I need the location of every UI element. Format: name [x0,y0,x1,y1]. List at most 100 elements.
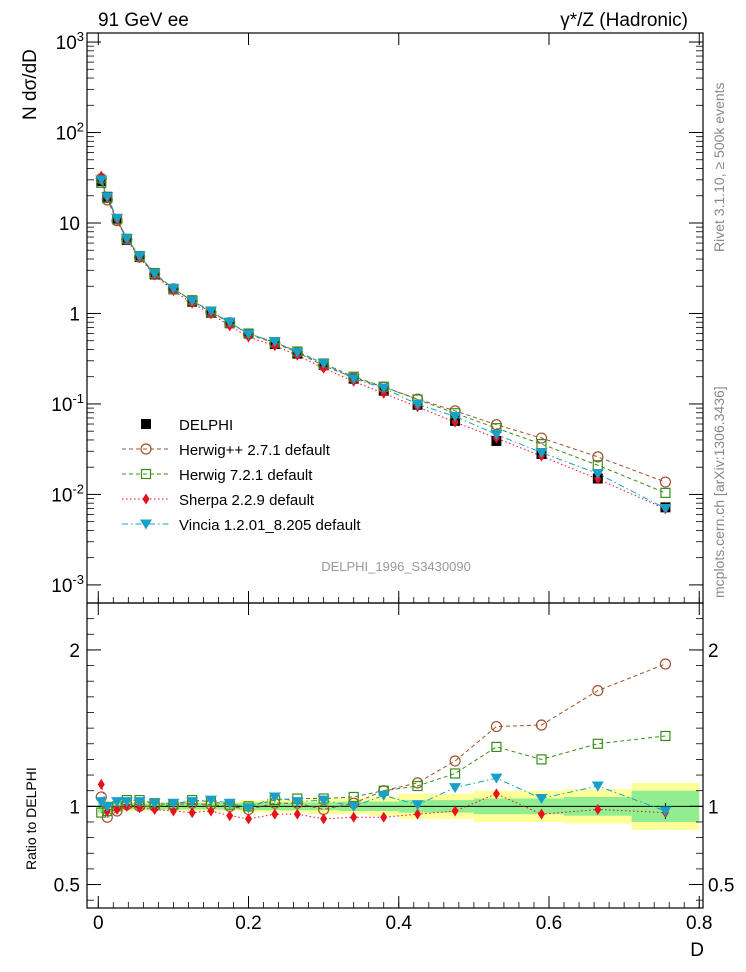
sherpa-2-2-9-default-ratio-point [207,805,215,817]
vincia-1-2-01-8-205-default-ratio-point [377,790,390,801]
sherpa-2-2-9-default-ratio-point [188,807,196,819]
vincia-1-2-01-8-205-default-ratio-point [449,783,462,794]
vincia-1-2-01-8-205-default-point [242,329,255,340]
sherpa-2-2-9-default-ratio-point [414,808,422,820]
legend-label: Herwig 7.2.1 default [179,467,313,484]
herwig-7-2-1-default-point [536,438,547,450]
herwig-7-2-1-default-ratio-point [536,754,547,765]
herwig-7-2-1-default-ratio-point [449,768,461,779]
analysis-watermark: DELPHI_1996_S3430090 [321,559,471,574]
y-tick-label: 10 [59,214,80,235]
ratio-plot: 0 0.2 0.4 0.6 0.8 0.5 0.5 1 1 2 2 [54,603,734,934]
vincia-1-2-01-8-205-default-point [101,192,114,203]
vincia-1-2-01-8-205-default-point [591,469,604,480]
y-tick-label: 102 [56,120,84,145]
y-tick-label-right: 1 [708,797,719,818]
vincia-1-2-01-8-205-default-point [133,251,146,262]
y-tick-label: 10-2 [51,481,84,506]
herwig-7-2-1-default-ratio-point [412,780,423,792]
herwig-2-7-1-default-line [100,178,666,483]
vincia-1-2-01-8-205-default-ratio-point [111,797,124,808]
vincia-1-2-01-8-205-default-point [268,337,281,348]
legend-marker [142,493,150,505]
sherpa-2-2-9-default-ratio-point [226,810,234,822]
sherpa-2-2-9-default-point [451,416,459,428]
vincia-1-2-01-8-205-default-point [535,448,548,459]
x-tick-label: 0.2 [235,913,261,934]
vincia-1-2-01-8-205-default-ratio-point [591,781,604,792]
herwig-2-7-1-default-point [592,451,604,463]
sherpa-2-2-9-default-ratio-line [100,784,666,820]
legend-label: DELPHI [179,417,233,434]
vincia-1-2-01-8-205-default-point [659,503,672,514]
vincia-1-2-01-8-205-default-ratio-line [100,777,666,812]
y-tick-label: 2 [69,641,80,662]
vincia-1-2-01-8-205-default-ratio-point [317,795,330,806]
sherpa-2-2-9-default-ratio-point [97,778,105,790]
vincia-1-2-01-8-205-default-ratio-point [268,792,281,803]
mcplots-side-label: mcplots.cern.ch [arXiv:1306.3436] [711,386,727,598]
sherpa-2-2-9-default-ratio-point [537,808,545,820]
vincia-1-2-01-8-205-default-ratio-point [101,801,114,812]
herwig-7-2-1-default-ratio-point [348,791,359,803]
vincia-1-2-01-8-205-default-ratio-point [120,797,133,808]
vincia-1-2-01-8-205-default-point [148,269,161,280]
header-right-label: γ*/Z (Hadronic) [560,10,688,31]
vincia-1-2-01-8-205-default-ratio-point [167,798,180,809]
herwig-2-7-1-default-point [535,432,548,444]
vincia-1-2-01-8-205-default-ratio-point [223,798,236,809]
rivet-side-label: Rivet 3.1.10, ≥ 500k events [711,82,727,252]
y-tick-label: 0.5 [54,876,80,897]
legend: DELPHI Herwig++ 2.7.1 default Herwig 7.2.1… [122,417,361,534]
vincia-1-2-01-8-205-default-point [291,348,304,359]
sherpa-2-2-9-default-ratio-point [594,803,602,815]
vincia-1-2-01-8-205-default-ratio-point [411,800,424,811]
vincia-1-2-01-8-205-default-point [347,374,360,385]
sherpa-2-2-9-default-line [100,175,666,510]
herwig-2-7-1-default-point [659,476,672,488]
sherpa-2-2-9-default-ratio-point [492,788,500,800]
herwig-2-7-1-default-ratio-point [490,720,503,733]
sherpa-2-2-9-default-ratio-point [136,802,144,814]
vincia-1-2-01-8-205-default-point [377,383,390,394]
vincia-1-2-01-8-205-default-ratio-point [95,797,108,808]
vincia-1-2-01-8-205-default-point [204,306,217,317]
ratio-plot-frame [86,602,704,909]
vincia-1-2-01-8-205-default-ratio-point [291,797,304,808]
vincia-1-2-01-8-205-default-point [186,296,199,307]
vincia-1-2-01-8-205-default-point [120,234,133,245]
y-tick-label-right: 0.5 [708,876,734,897]
main-ylabel: N dσ/dD [20,49,41,120]
vincia-1-2-01-8-205-default-point [95,175,108,186]
vincia-1-2-01-8-205-default-point [223,317,236,328]
vincia-1-2-01-8-205-default-ratio-point [659,806,672,817]
sherpa-2-2-9-default-ratio-point [320,813,328,825]
vincia-1-2-01-8-205-default-ratio-point [490,773,503,784]
header-left-label: 91 GeV ee [98,10,189,31]
herwig-7-2-1-default-ratio-point [660,730,671,742]
sherpa-2-2-9-default-ratio-point [380,811,388,823]
vincia-1-2-01-8-205-default-ratio-point [347,801,360,812]
legend-label: Herwig++ 2.7.1 default [179,442,331,459]
sherpa-2-2-9-default-ratio-point [451,805,459,817]
herwig-7-2-1-default-ratio-line [101,735,666,814]
herwig-7-2-1-default-point [660,487,671,498]
legend-marker [140,468,152,480]
y-tick-label: 1 [69,304,80,325]
vincia-1-2-01-8-205-default-point [167,284,180,295]
sherpa-2-2-9-default-ratio-point [151,803,159,815]
vincia-1-2-01-8-205-default-point [411,399,424,410]
herwig-7-2-1-default-ratio-point [491,741,502,752]
legend-marker [140,443,152,455]
vincia-1-2-01-8-205-default-line [100,179,666,509]
sherpa-2-2-9-default-ratio-point [113,803,121,815]
herwig-2-7-1-default-ratio-line [100,663,666,819]
vincia-1-2-01-8-205-default-ratio-point [133,797,146,808]
y-tick-label: 10-1 [51,391,84,416]
vincia-1-2-01-8-205-default-ratio-point [535,794,548,805]
y-tick-label: 1 [69,797,80,818]
vincia-1-2-01-8-205-default-point [490,429,503,440]
vincia-1-2-01-8-205-default-ratio-point [204,795,217,806]
y-tick-label-right: 2 [708,641,719,662]
